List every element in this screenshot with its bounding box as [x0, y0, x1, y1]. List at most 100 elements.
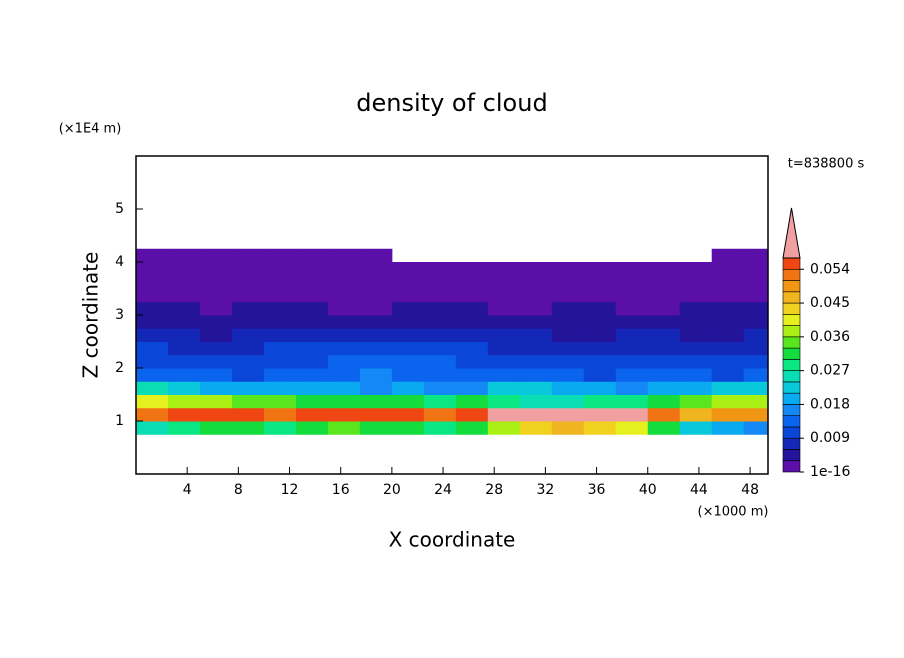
contour-cell — [391, 301, 425, 316]
y-tick-label: 1 — [115, 413, 124, 429]
y-tick-label: 4 — [115, 254, 124, 270]
x-tick-label: 20 — [383, 482, 401, 498]
contour-cell — [711, 248, 745, 263]
colorbar-tick-label: 0.018 — [810, 396, 850, 412]
contour-cell — [743, 328, 769, 342]
contour-cell — [167, 381, 201, 395]
contour-cell — [519, 288, 553, 303]
contour-cell — [679, 315, 713, 329]
x-tick-label: 48 — [741, 482, 759, 498]
contour-cell — [743, 275, 769, 289]
contour-cell — [136, 381, 169, 395]
colorbar-band — [782, 370, 801, 383]
contour-cell — [679, 354, 713, 369]
contour-cell — [487, 301, 521, 316]
contour-cell — [711, 341, 745, 356]
contour-cell — [551, 275, 585, 289]
contour-cell — [519, 315, 553, 329]
contour-cell — [327, 275, 361, 289]
contour-cell — [167, 407, 201, 422]
contour-cell — [231, 368, 265, 382]
contour-cell — [647, 421, 681, 435]
contour-cell — [263, 315, 297, 329]
contour-cell — [199, 341, 233, 356]
contour-cell — [679, 394, 713, 409]
contour-cell — [519, 328, 553, 342]
contour-cell — [743, 301, 769, 316]
contour-cell — [295, 354, 329, 369]
contour-cell — [327, 315, 361, 329]
contour-cell — [583, 354, 617, 369]
contour-cell — [136, 341, 169, 356]
contour-cell — [136, 248, 169, 263]
contour-cell — [327, 394, 361, 409]
colorbar-band — [782, 404, 801, 416]
contour-cell — [519, 381, 553, 395]
contour-cell — [263, 354, 297, 369]
contour-cell — [679, 262, 713, 276]
contour-cell — [455, 407, 489, 422]
contour-cell — [423, 288, 457, 303]
contour-cell — [295, 248, 329, 263]
contour-cell — [231, 394, 265, 409]
contour-cell — [647, 315, 681, 329]
colorbar-band — [782, 291, 801, 304]
contour-cell — [295, 262, 329, 276]
x-tick-label: 28 — [485, 482, 503, 498]
contour-cell — [199, 368, 233, 382]
colorbar-band — [782, 437, 801, 450]
contour-cell — [327, 341, 361, 356]
contour-cell — [583, 301, 617, 316]
contour-cell — [615, 421, 649, 435]
contour-cell — [487, 354, 521, 369]
contour-cell — [327, 421, 361, 435]
contour-cell — [551, 288, 585, 303]
contour-cell — [519, 421, 553, 435]
contour-cell — [327, 381, 361, 395]
y-tick-label: 3 — [115, 307, 124, 323]
contour-cell — [359, 262, 393, 276]
y-unit: (×1E4 m) — [59, 122, 122, 137]
colorbar-band — [782, 302, 801, 315]
contour-cell — [423, 407, 457, 422]
contour-cell — [743, 421, 769, 435]
contour-cell — [615, 407, 649, 422]
contour-cell — [231, 328, 265, 342]
contour-cell — [423, 328, 457, 342]
contour-cell — [551, 315, 585, 329]
contour-cell — [647, 368, 681, 382]
contour-cell — [295, 301, 329, 316]
contour-cell — [359, 407, 393, 422]
colorbar-band — [782, 257, 801, 270]
contour-cell — [487, 394, 521, 409]
contour-cell — [391, 275, 425, 289]
contour-cell — [423, 315, 457, 329]
contour-cell — [743, 354, 769, 369]
contour-cell — [487, 275, 521, 289]
contour-cell — [359, 328, 393, 342]
contour-cell — [136, 394, 169, 409]
contour-cell — [391, 262, 425, 276]
contour-cell — [615, 288, 649, 303]
contour-cell — [679, 407, 713, 422]
contour-cell — [231, 248, 265, 263]
contour-cell — [359, 301, 393, 316]
contour-cell — [455, 381, 489, 395]
contour-cell — [679, 421, 713, 435]
contour-cell — [615, 341, 649, 356]
contour-cell — [519, 341, 553, 356]
contour-cell — [583, 315, 617, 329]
contour-cell — [263, 248, 297, 263]
contour-cell — [167, 421, 201, 435]
colorbar-band — [782, 280, 801, 293]
contour-cell — [583, 275, 617, 289]
contour-cell — [519, 354, 553, 369]
contour-cell — [263, 328, 297, 342]
colorbar-extend — [782, 207, 801, 259]
contour-cell — [391, 341, 425, 356]
contour-cell — [711, 368, 745, 382]
contour-cell — [711, 275, 745, 289]
contour-cell — [455, 354, 489, 369]
contour-cell — [615, 394, 649, 409]
contour-cell — [231, 288, 265, 303]
